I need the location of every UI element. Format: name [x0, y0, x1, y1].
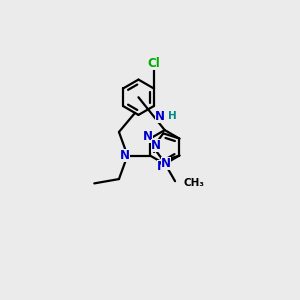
Text: H: H — [168, 112, 176, 122]
Text: N: N — [160, 157, 171, 169]
Text: N: N — [143, 130, 153, 143]
Text: Cl: Cl — [147, 58, 160, 70]
Text: N: N — [155, 110, 165, 123]
Text: N: N — [151, 139, 161, 152]
Text: CH₃: CH₃ — [183, 178, 204, 188]
Text: N: N — [120, 149, 130, 162]
Text: N: N — [158, 160, 167, 173]
